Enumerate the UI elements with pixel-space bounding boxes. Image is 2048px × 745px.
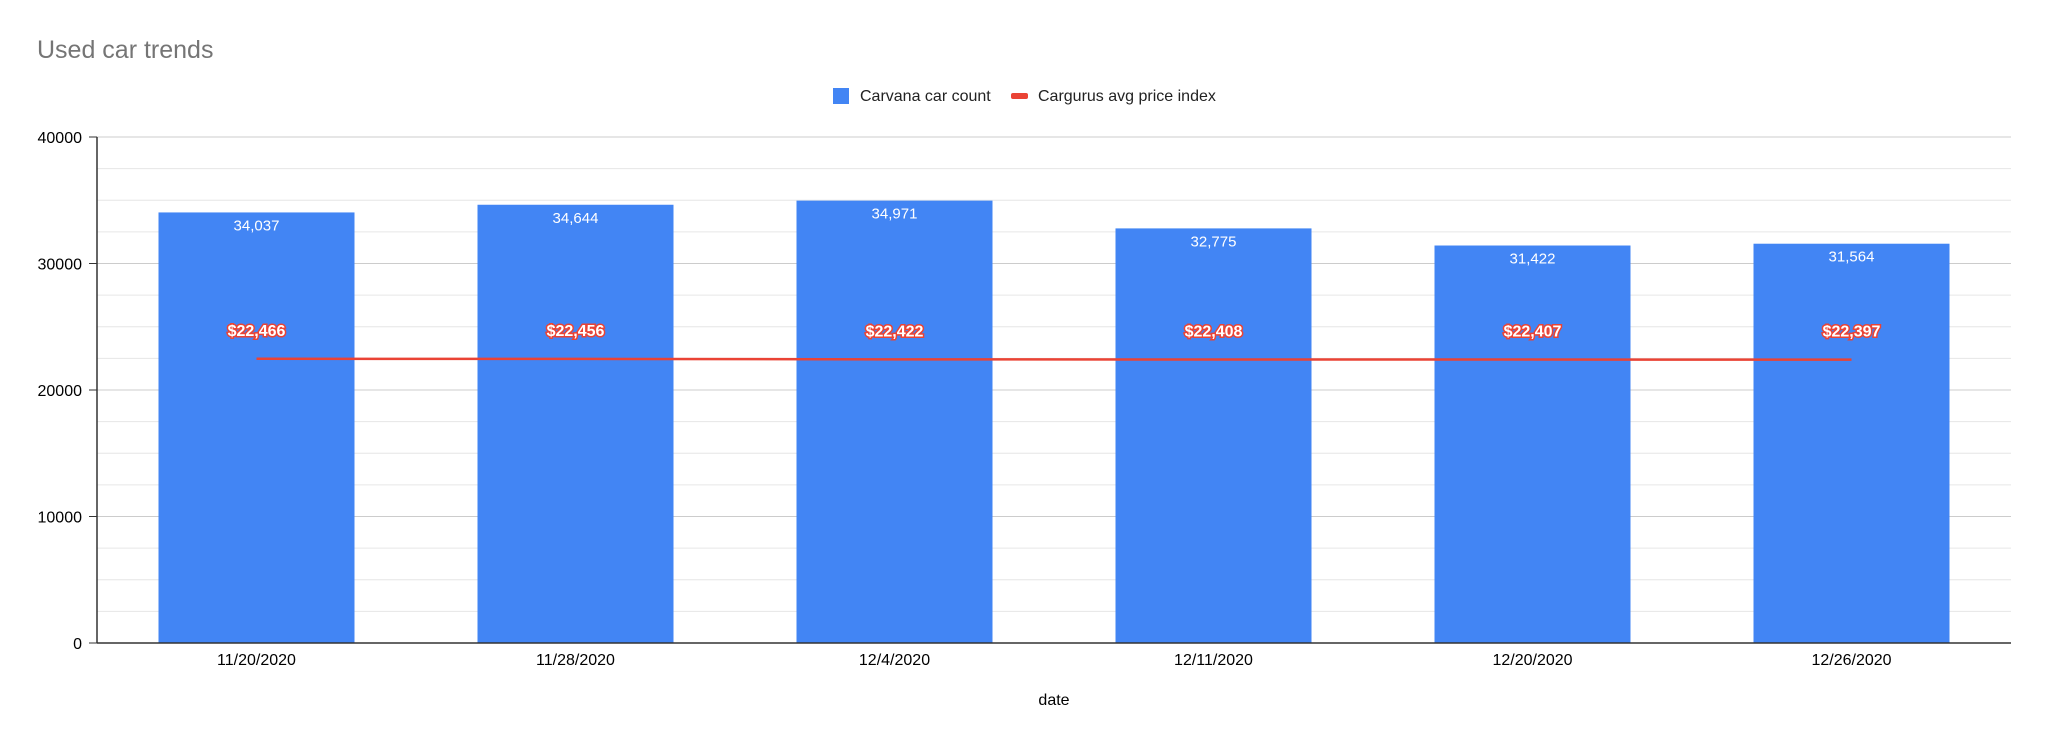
x-axis-title: date xyxy=(1038,692,1069,709)
legend-label-line: Cargurus avg price index xyxy=(1038,88,1216,105)
bars xyxy=(158,200,1950,644)
y-tick-label: 40000 xyxy=(38,130,83,147)
bar-data-label: 34,644 xyxy=(553,210,599,227)
bar xyxy=(1753,243,1950,643)
price-index-line xyxy=(256,357,1852,361)
chart-title: Used car trends xyxy=(37,36,213,64)
x-axis-ticks: 11/20/2020 11/28/2020 12/4/2020 12/11/2020 1… xyxy=(217,652,1892,669)
x-tick-label: 12/20/2020 xyxy=(1492,652,1572,669)
y-tick-label: 0 xyxy=(73,636,82,653)
line-data-label: $22,407 xyxy=(1504,324,1562,341)
line-data-label: $22,456 xyxy=(547,323,605,340)
line-series xyxy=(256,357,1852,361)
bar xyxy=(158,212,355,643)
legend-label-bar: Carvana car count xyxy=(860,88,991,105)
bar-data-label: 31,564 xyxy=(1829,249,1875,266)
x-tick-label: 12/26/2020 xyxy=(1811,652,1891,669)
line-data-label: $22,408 xyxy=(1185,324,1243,341)
bar-data-label: 34,971 xyxy=(872,206,918,223)
y-axis-ticks: 0 10000 20000 30000 40000 xyxy=(38,130,97,653)
gridlines xyxy=(97,136,2011,612)
legend: Carvana car count Cargurus avg price ind… xyxy=(833,88,1216,105)
bar-data-label: 34,037 xyxy=(234,217,280,234)
line-labels: $22,466 $22,456 $22,422 $22,408 $22,407 $22,3… xyxy=(226,321,1882,342)
line-data-label: $22,466 xyxy=(228,323,286,340)
line-data-label: $22,422 xyxy=(866,323,924,340)
y-tick-label: 20000 xyxy=(38,383,83,400)
x-tick-label: 12/4/2020 xyxy=(859,652,930,669)
bar xyxy=(1115,228,1312,644)
legend-swatch-bar xyxy=(833,88,849,104)
legend-swatch-line xyxy=(1011,93,1028,99)
x-tick-label: 11/20/2020 xyxy=(217,652,296,669)
bar xyxy=(477,204,674,643)
bar xyxy=(796,200,993,643)
bar-labels: 34,037 34,644 34,971 32,775 31,422 31,564 xyxy=(234,206,1875,268)
line-data-label: $22,397 xyxy=(1823,324,1881,341)
bar-data-label: 31,422 xyxy=(1510,251,1556,268)
axes xyxy=(96,137,2011,644)
bar-data-label: 32,775 xyxy=(1191,233,1237,250)
y-tick-label: 30000 xyxy=(38,257,83,274)
x-tick-label: 11/28/2020 xyxy=(536,652,615,669)
bar xyxy=(1434,245,1631,643)
y-tick-label: 10000 xyxy=(38,510,83,527)
x-tick-label: 12/11/2020 xyxy=(1174,652,1253,669)
